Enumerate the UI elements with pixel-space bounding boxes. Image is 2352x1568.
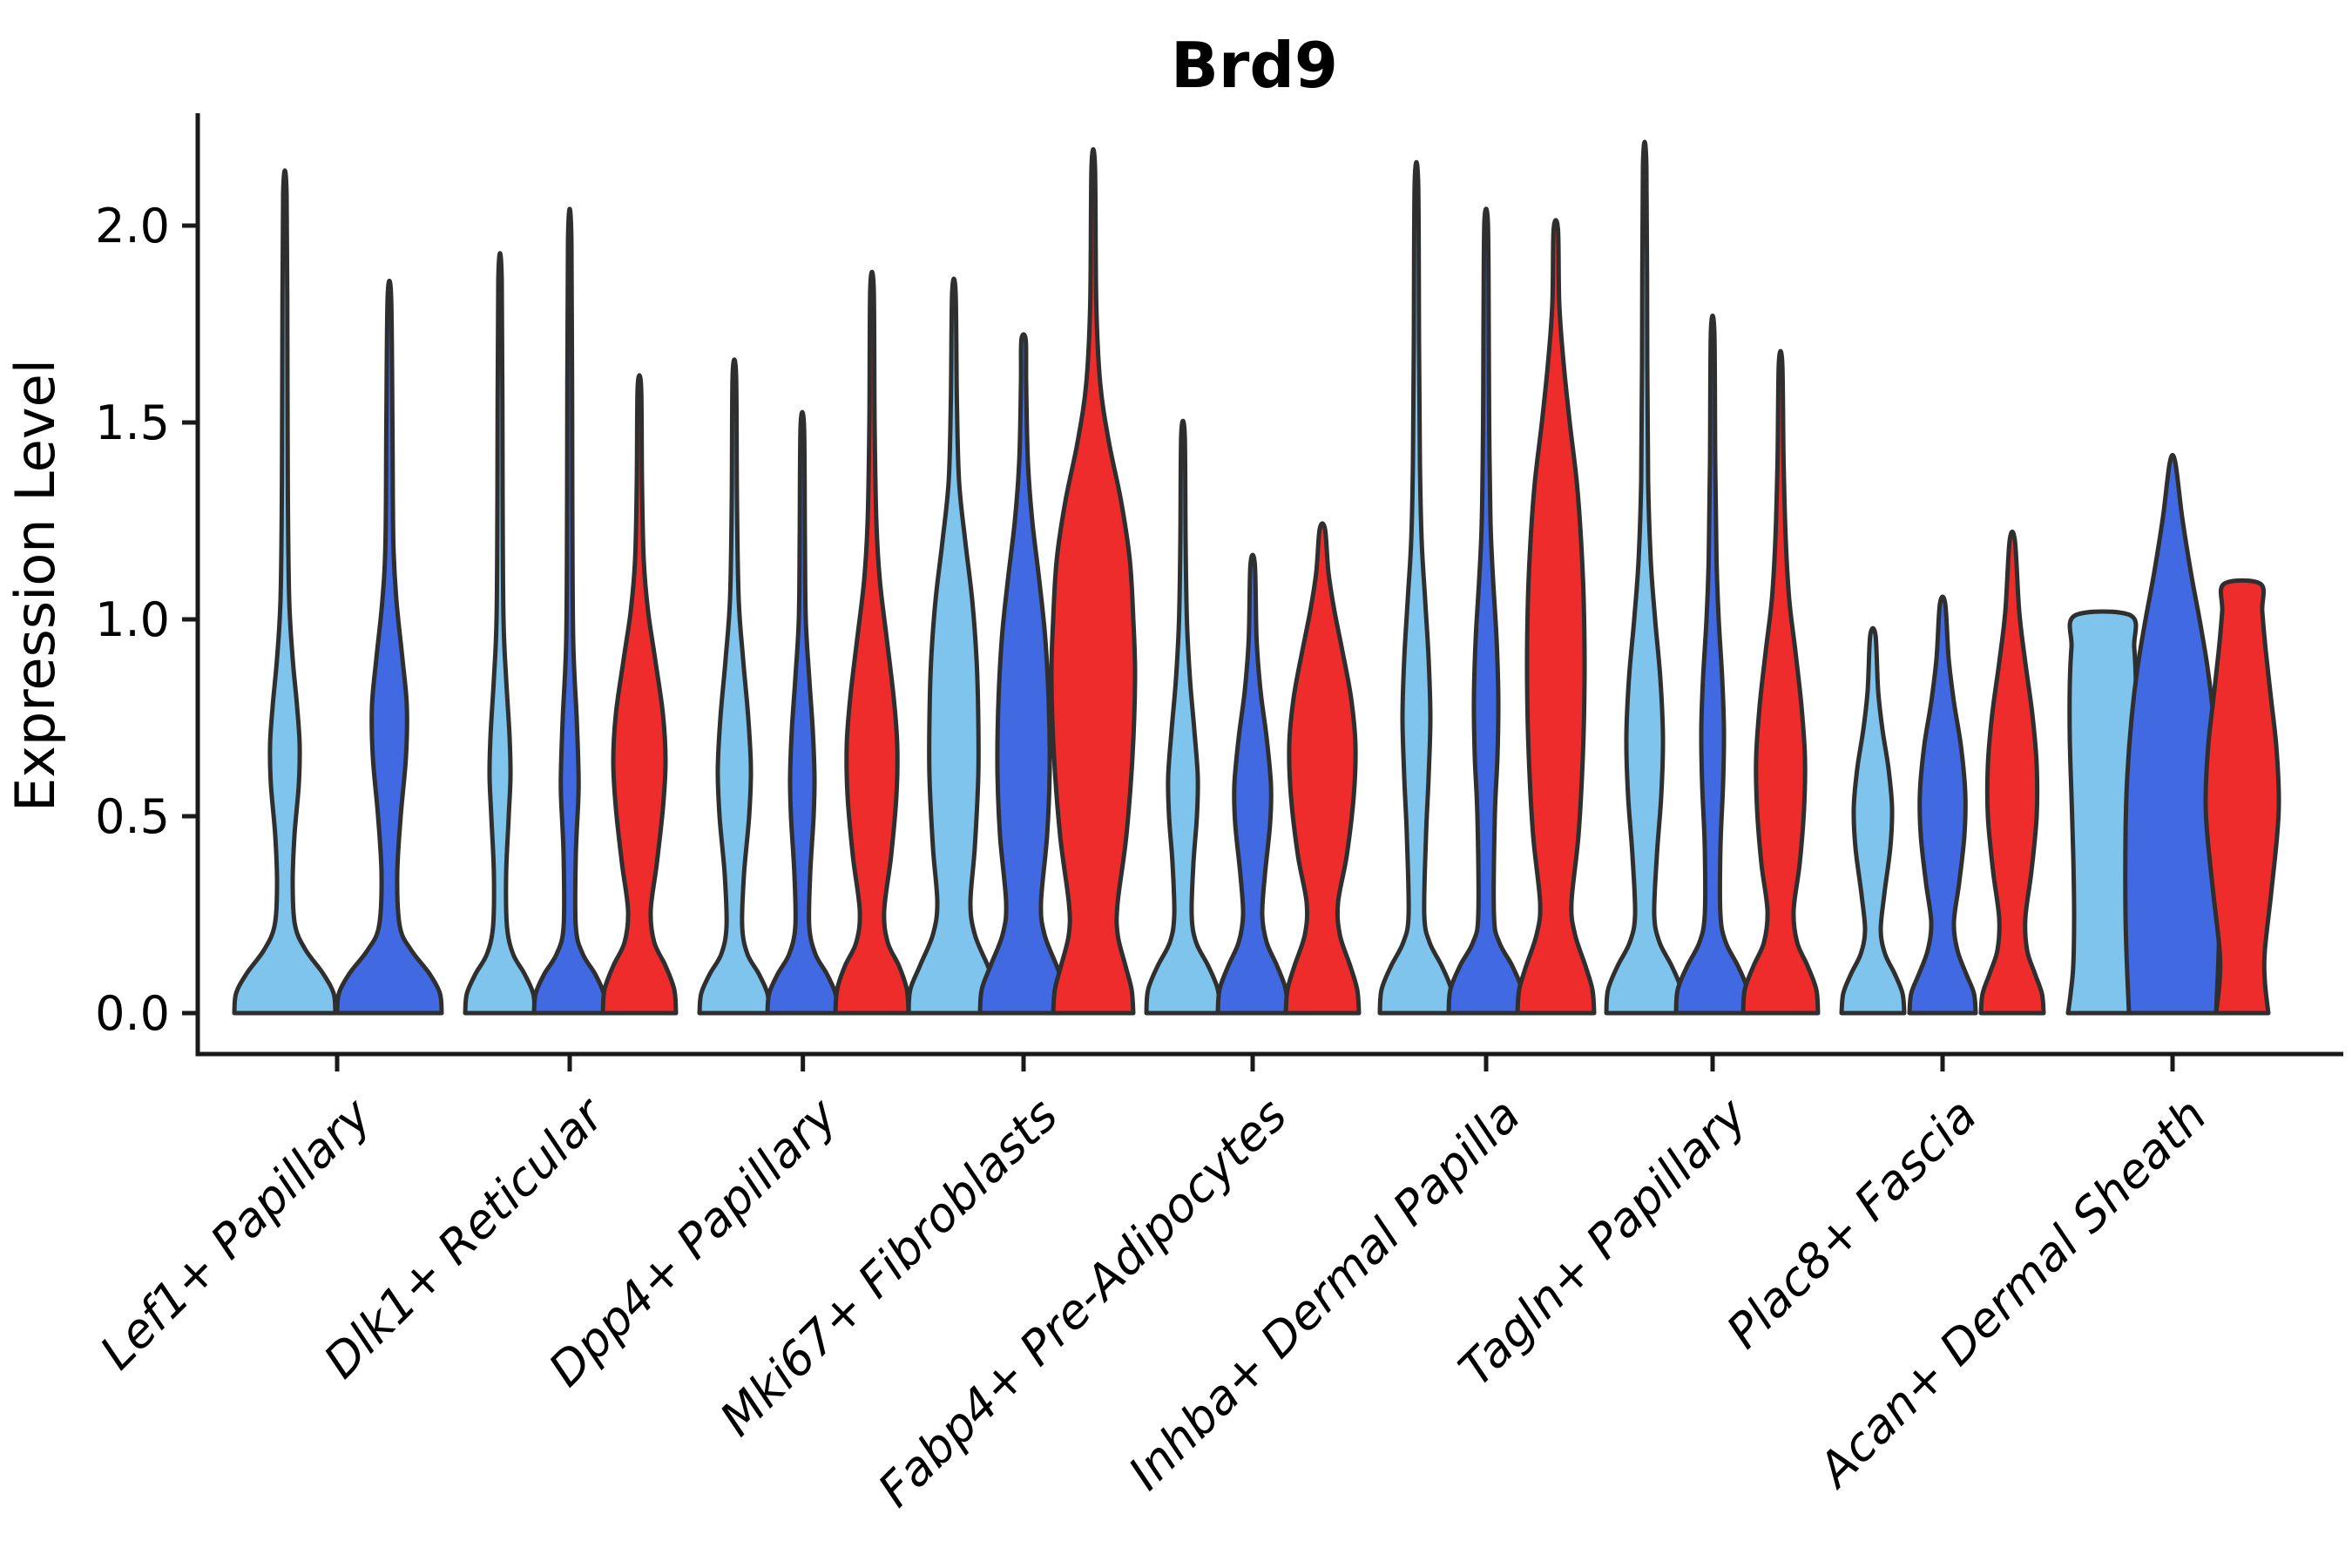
x-tick-label: Fabp4+ Pre-Adipocytes	[868, 1088, 1297, 1517]
violin-6-dark_blue	[1446, 206, 1526, 1016]
violin-7-red	[1740, 348, 1821, 1016]
violin-1-light_blue	[232, 168, 338, 1016]
violin-4-dark_blue	[977, 332, 1070, 1016]
violin-3-light_blue	[697, 357, 772, 1016]
violin-9-red	[2203, 578, 2281, 1016]
x-tick-label: Acan+ Dermal Sheath	[1806, 1088, 2217, 1499]
y-tick-label: 1.5	[95, 395, 170, 450]
violin-8-dark_blue	[1907, 594, 1978, 1016]
violin-4-red	[1049, 146, 1138, 1016]
violin-9-dark_blue	[2123, 452, 2222, 1016]
violin-3-red	[833, 269, 911, 1016]
chart-title: Brd9	[1171, 29, 1338, 102]
violin-5-dark_blue	[1215, 552, 1290, 1016]
violin-8-light_blue	[1839, 625, 1907, 1016]
y-tick-label: 0.0	[95, 986, 170, 1041]
violin-7-dark_blue	[1673, 313, 1752, 1016]
violin-6-light_blue	[1377, 159, 1456, 1016]
violin-7-light_blue	[1604, 139, 1686, 1016]
violin-2-dark_blue	[531, 206, 608, 1016]
y-tick-label: 1.0	[95, 592, 170, 647]
violin-2-light_blue	[463, 251, 537, 1016]
x-tick-label: Inhba+ Dermal Papilla	[1118, 1088, 1531, 1501]
violins-layer	[232, 139, 2281, 1016]
x-tick-label: Plac8+ Fascia	[1716, 1088, 1987, 1359]
violin-8-red	[1978, 529, 2046, 1016]
y-tick-label: 0.5	[95, 789, 170, 844]
y-axis-label: Expression Level	[3, 359, 67, 812]
violin-4-light_blue	[906, 276, 1002, 1016]
y-tick-label: 2.0	[95, 199, 170, 253]
violin-5-red	[1283, 521, 1362, 1016]
violin-2-red	[600, 373, 679, 1016]
violin-6-red	[1515, 218, 1597, 1016]
violin-3-dark_blue	[765, 409, 840, 1016]
violin-1-dark_blue	[335, 278, 444, 1016]
violin-5-light_blue	[1144, 418, 1222, 1016]
